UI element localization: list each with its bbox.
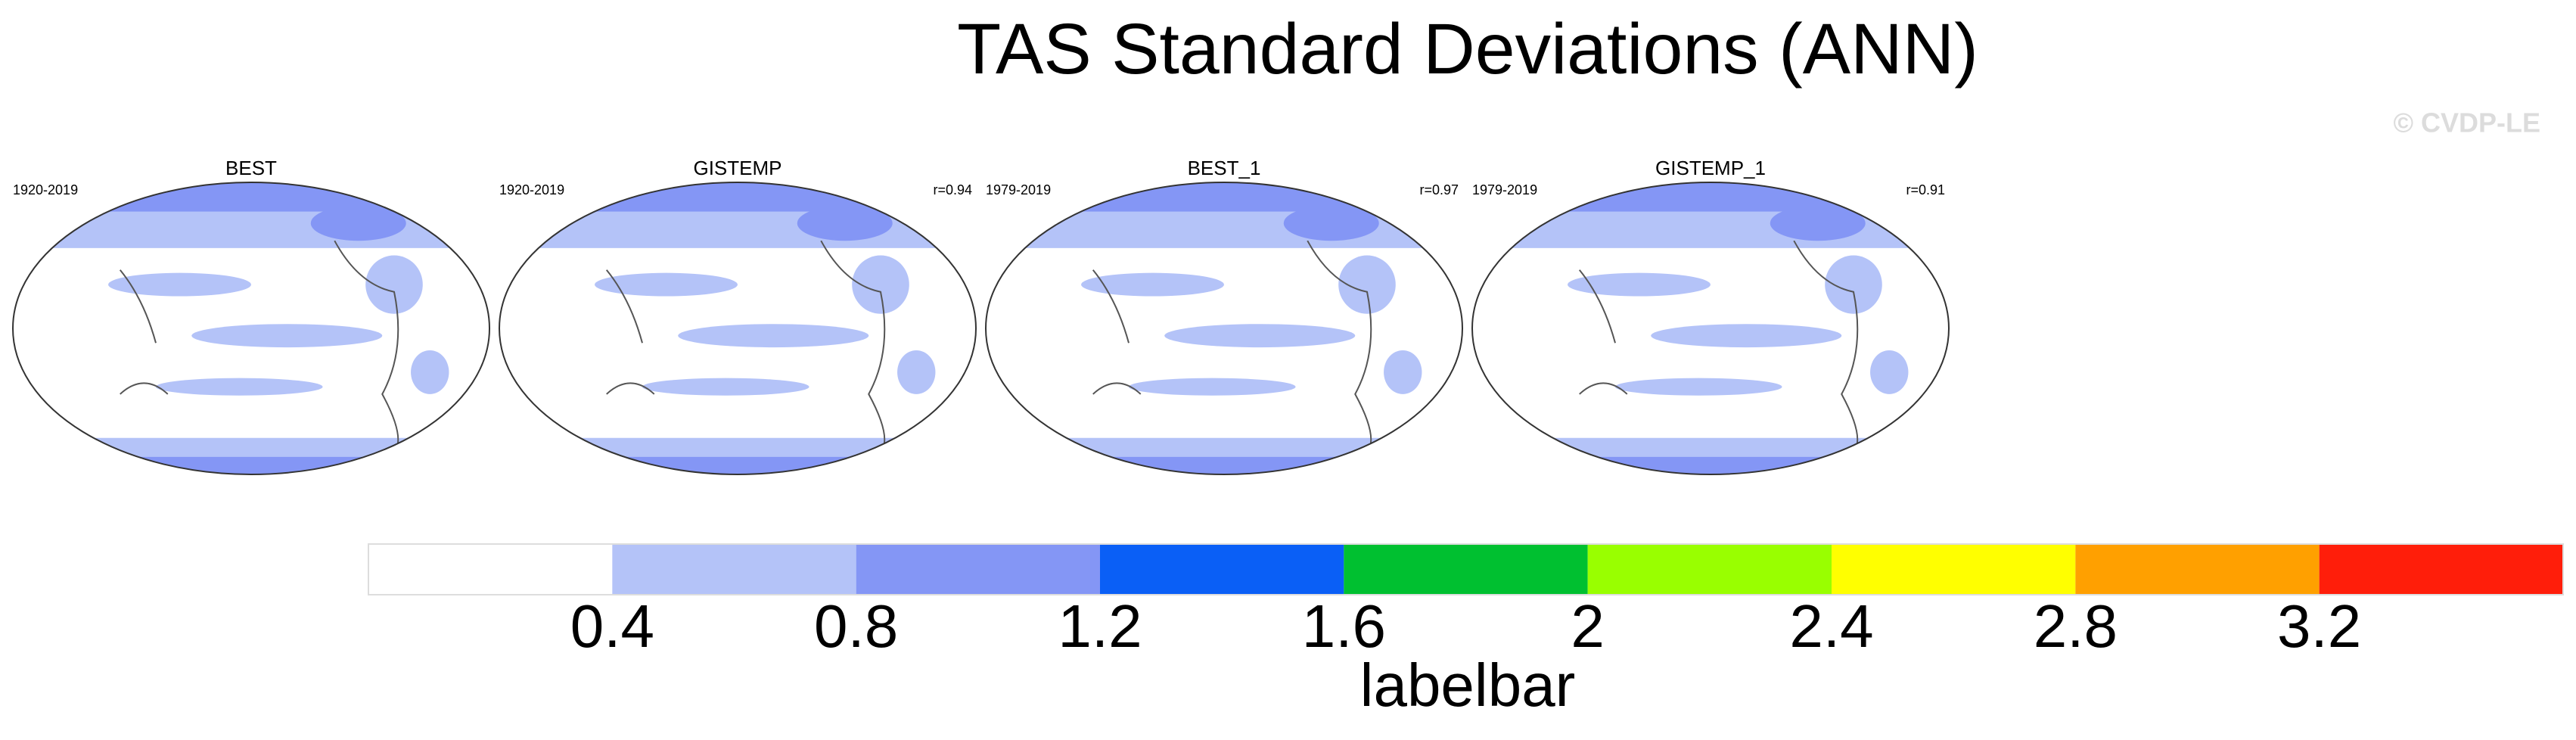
- labelbar-box: [2075, 544, 2320, 595]
- shading: [1129, 378, 1296, 396]
- shading: [1283, 205, 1379, 241]
- shading: [1338, 255, 1396, 314]
- shading: [365, 255, 423, 314]
- shading: [1384, 350, 1422, 394]
- shading: [797, 205, 893, 241]
- coastline: [1092, 269, 1142, 395]
- labelbar-tick-label: 3.2: [2277, 592, 2361, 660]
- shading: [1081, 272, 1224, 297]
- coastline: [334, 240, 399, 453]
- shading: [108, 272, 251, 297]
- panel-title: BEST: [225, 157, 277, 179]
- map: [13, 182, 489, 474]
- shading: [595, 272, 738, 297]
- shading: [642, 378, 809, 396]
- panel-correlation: r=0.94: [933, 182, 972, 197]
- panel-title: BEST_1: [1188, 157, 1261, 179]
- labelbar-tick-label: 2.8: [2034, 592, 2118, 660]
- labelbar-tick-label: 1.6: [1302, 592, 1386, 660]
- map: [986, 182, 1462, 474]
- shading: [191, 324, 383, 348]
- map-outline: [985, 182, 1463, 475]
- labelbar-box: [1832, 544, 2076, 595]
- map: [499, 182, 976, 474]
- panel-title: GISTEMP_1: [1655, 157, 1766, 179]
- shading: [1164, 324, 1356, 348]
- labelbar-tick-label: 2: [1571, 592, 1605, 660]
- shading: [852, 255, 909, 314]
- labelbar-label: labelbar: [1360, 651, 1576, 719]
- shading: [1057, 182, 1415, 212]
- coastline: [1578, 269, 1628, 395]
- labelbar-box: [856, 544, 1100, 595]
- shading: [411, 350, 449, 394]
- labelbar-box: [1100, 544, 1344, 595]
- map-outline: [499, 182, 977, 475]
- copyright: © CVDP-LE: [2393, 107, 2540, 138]
- panel-period: 1920-2019: [13, 182, 78, 197]
- coastline: [820, 240, 886, 453]
- labelbar-tick-label: 0.8: [814, 592, 898, 660]
- shading: [1615, 378, 1782, 396]
- shading: [1770, 205, 1866, 241]
- coastline: [1307, 240, 1372, 453]
- labelbar-box: [368, 544, 613, 595]
- shading: [1543, 182, 1901, 212]
- labelbar-box: [2319, 544, 2563, 595]
- shading: [1591, 456, 1878, 474]
- shading: [1568, 272, 1711, 297]
- panel-period: 1979-2019: [986, 182, 1051, 197]
- labelbar-box: [1344, 544, 1588, 595]
- map-outline: [1471, 182, 1950, 475]
- shading: [618, 456, 905, 474]
- panel-period: 1979-2019: [1472, 182, 1537, 197]
- coastline: [119, 269, 169, 395]
- map-outline: [12, 182, 490, 475]
- figure-title: TAS Standard Deviations (ANN): [957, 9, 1978, 89]
- shading: [1105, 456, 1391, 474]
- labelbar-frame: [368, 543, 2564, 595]
- shading: [1870, 350, 1909, 394]
- coastline: [605, 269, 655, 395]
- labelbar-tick-label: 0.4: [570, 592, 654, 660]
- shading: [897, 350, 936, 394]
- panel-correlation: r=0.97: [1419, 182, 1459, 197]
- shading: [1825, 255, 1882, 314]
- shading: [310, 205, 406, 241]
- shading: [156, 378, 323, 396]
- shading: [570, 182, 928, 212]
- labelbar-tick-label: 2.4: [1789, 592, 1873, 660]
- panel-correlation: r=0.91: [1906, 182, 1945, 197]
- shading: [678, 324, 869, 348]
- labelbar-box: [1587, 544, 1832, 595]
- labelbar-box: [612, 544, 856, 595]
- panel-period: 1920-2019: [499, 182, 564, 197]
- panel-title: GISTEMP: [693, 157, 782, 179]
- shading: [1651, 324, 1842, 348]
- coastline: [1793, 240, 1859, 453]
- map: [1472, 182, 1949, 474]
- labelbar-tick-label: 1.2: [1058, 592, 1142, 660]
- shading: [132, 456, 418, 474]
- shading: [84, 182, 442, 212]
